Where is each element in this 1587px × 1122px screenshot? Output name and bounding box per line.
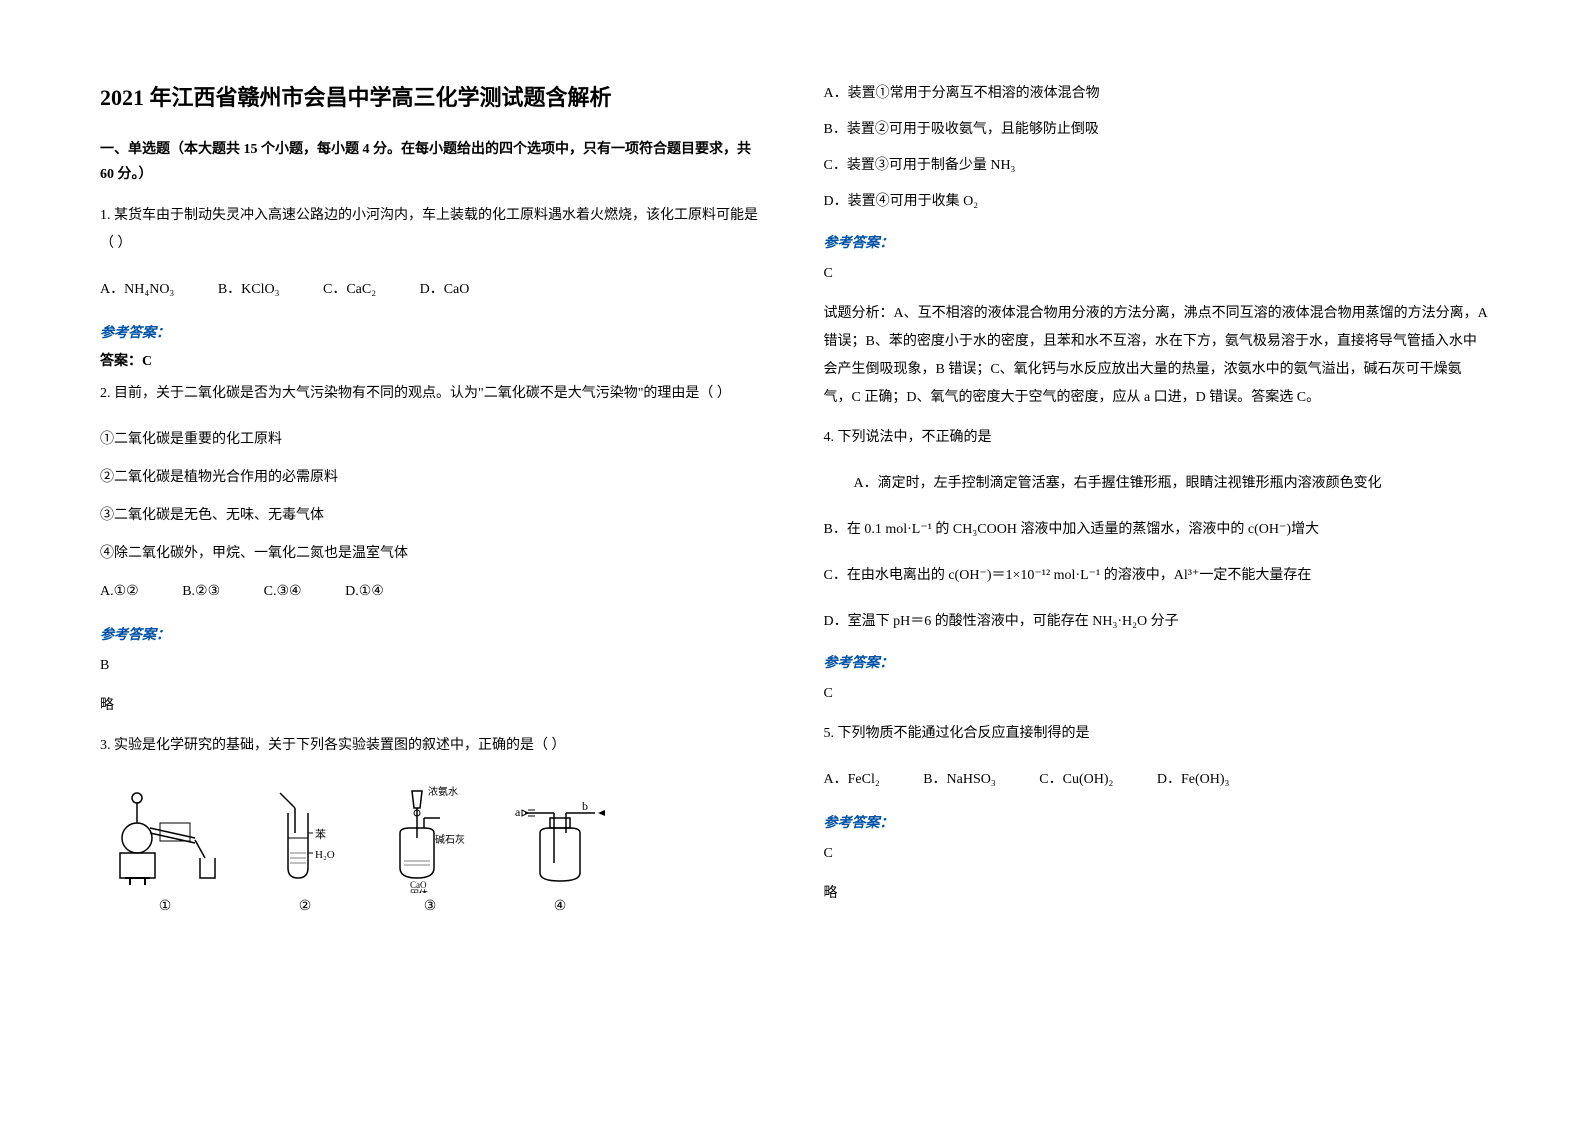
q2-opt-a: A.①② bbox=[100, 578, 139, 606]
diagram-1: ① bbox=[100, 783, 230, 915]
q5-note: 略 bbox=[824, 880, 1488, 908]
distillation-icon bbox=[100, 783, 230, 893]
collection-bottle-icon: a b bbox=[510, 783, 610, 893]
q2-opt-b: B.②③ bbox=[182, 578, 220, 606]
diagram-3: 浓氨水 碱石灰 CaO 固体 ③ bbox=[380, 783, 480, 915]
q5-opt-c: C．Cu(OH)₂ bbox=[1039, 766, 1113, 794]
diag3-text2: 碱石灰 bbox=[435, 833, 465, 846]
q3-analysis: 试题分析：A、互不相溶的液体混合物用分液的方法分离，沸点不同互溶的液体混合物用蒸… bbox=[824, 300, 1488, 412]
q2-text: 2. 目前，关于二氧化碳是否为大气污染物有不同的观点。认为"二氧化碳不是大气污染… bbox=[100, 380, 764, 408]
diag4-text-a: a bbox=[515, 805, 521, 819]
q4-opt-d: D．室温下 pH＝6 的酸性溶液中，可能存在 NH₃·H₂O 分子 bbox=[824, 608, 1488, 636]
q3-text: 3. 实验是化学研究的基础，关于下列各实验装置图的叙述中，正确的是（ ） bbox=[100, 732, 764, 760]
diag3-text1: 浓氨水 bbox=[428, 785, 458, 798]
q5-options: A．FeCl₂ B．NaHSO₃ C．Cu(OH)₂ D．Fe(OH)₃ bbox=[824, 766, 1488, 794]
diag2-text2: H₂O bbox=[315, 849, 335, 861]
q3-answer: C bbox=[824, 260, 1488, 288]
q5-opt-a: A．FeCl₂ bbox=[824, 766, 880, 794]
q2-sub4: ④除二氧化碳外，甲烷、一氧化二氮也是温室气体 bbox=[100, 540, 764, 568]
test-tube-icon: 苯 H₂O bbox=[260, 783, 350, 893]
diag3-label: ③ bbox=[424, 898, 437, 915]
q2-opt-c: C.③④ bbox=[264, 578, 302, 606]
diagram-row: ① 苯 H₂O ② bbox=[100, 783, 764, 915]
right-column: A．装置①常用于分离互不相溶的液体混合物 B．装置②可用于吸收氨气，且能够防止倒… bbox=[824, 80, 1488, 1082]
diag4-label: ④ bbox=[554, 898, 567, 915]
q4-answer: C bbox=[824, 680, 1488, 708]
left-column: 2021 年江西省赣州市会昌中学高三化学测试题含解析 一、单选题（本大题共 15… bbox=[100, 80, 764, 1082]
q2-note: 略 bbox=[100, 692, 764, 720]
q1-opt-a: A．NH₄NO₃ bbox=[100, 276, 174, 304]
diag3-text4: 固体 bbox=[410, 888, 428, 893]
q5-answer: C bbox=[824, 840, 1488, 868]
q2-sub3: ③二氧化碳是无色、无味、无毒气体 bbox=[100, 502, 764, 530]
q2-answer: B bbox=[100, 652, 764, 680]
q4-opt-b: B．在 0.1 mol·L⁻¹ 的 CH₃COOH 溶液中加入适量的蒸馏水，溶液… bbox=[824, 516, 1488, 544]
diag4-text-b: b bbox=[582, 799, 588, 813]
q2-options: A.①② B.②③ C.③④ D.①④ bbox=[100, 578, 764, 606]
q3-answer-label: 参考答案： bbox=[824, 232, 1488, 252]
q4-opt-c: C．在由水电离出的 c(OH⁻)＝1×10⁻¹² mol·L⁻¹ 的溶液中，Al… bbox=[824, 562, 1488, 590]
q4-opt-a: A．滴定时，左手控制滴定管活塞，右手握住锥形瓶，眼睛注视锥形瓶内溶液颜色变化 bbox=[824, 470, 1488, 498]
q2-sub1: ①二氧化碳是重要的化工原料 bbox=[100, 426, 764, 454]
q2-sub2: ②二氧化碳是植物光合作用的必需原料 bbox=[100, 464, 764, 492]
section-header: 一、单选题（本大题共 15 个小题，每小题 4 分。在每小题给出的四个选项中，只… bbox=[100, 137, 764, 187]
q3-opt-b: B．装置②可用于吸收氨气，且能够防止倒吸 bbox=[824, 116, 1488, 144]
q3-opt-a: A．装置①常用于分离互不相溶的液体混合物 bbox=[824, 80, 1488, 108]
q5-opt-b: B．NaHSO₃ bbox=[923, 766, 996, 794]
q4-answer-label: 参考答案： bbox=[824, 652, 1488, 672]
q4-text: 4. 下列说法中，不正确的是 bbox=[824, 424, 1488, 452]
q2-opt-d: D.①④ bbox=[345, 578, 384, 606]
diag2-label: ② bbox=[299, 898, 312, 915]
q1-options: A．NH₄NO₃ B．KClO₃ C．CaC₂ D．CaO bbox=[100, 276, 764, 304]
diag1-label: ① bbox=[159, 898, 172, 915]
flask-funnel-icon: 浓氨水 碱石灰 CaO 固体 bbox=[380, 783, 480, 893]
q3-opt-c: C．装置③可用于制备少量 NH₃ bbox=[824, 152, 1488, 180]
page-title: 2021 年江西省赣州市会昌中学高三化学测试题含解析 bbox=[100, 80, 764, 112]
q5-opt-d: D．Fe(OH)₃ bbox=[1157, 766, 1230, 794]
q1-answer: 答案：C bbox=[100, 350, 764, 370]
q1-answer-label: 参考答案： bbox=[100, 322, 764, 342]
q1-opt-b: B．KClO₃ bbox=[218, 276, 280, 304]
q3-opt-d: D．装置④可用于收集 O₂ bbox=[824, 188, 1488, 216]
q2-answer-label: 参考答案： bbox=[100, 624, 764, 644]
q1-text: 1. 某货车由于制动失灵冲入高速公路边的小河沟内，车上装载的化工原料遇水着火燃烧… bbox=[100, 202, 764, 258]
q1-opt-c: C．CaC₂ bbox=[323, 276, 376, 304]
q1-opt-d: D．CaO bbox=[420, 276, 470, 304]
q5-text: 5. 下列物质不能通过化合反应直接制得的是 bbox=[824, 720, 1488, 748]
q5-answer-label: 参考答案： bbox=[824, 812, 1488, 832]
diag2-text1: 苯 bbox=[315, 827, 326, 841]
diagram-2: 苯 H₂O ② bbox=[260, 783, 350, 915]
diagram-4: a b ④ bbox=[510, 783, 610, 915]
